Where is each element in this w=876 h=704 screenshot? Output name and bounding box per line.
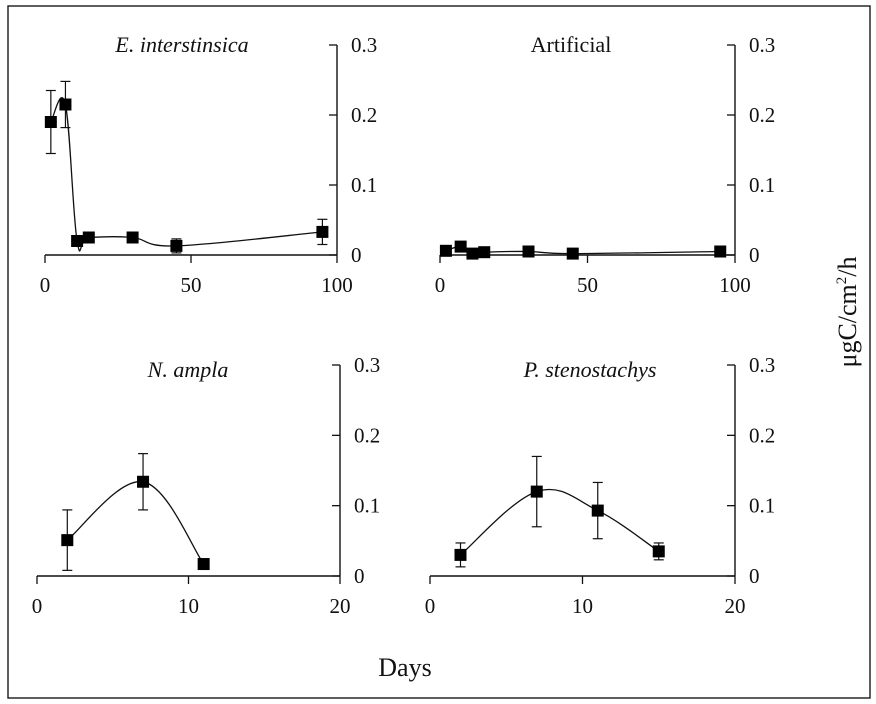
- y-tick-label: 0.3: [749, 353, 775, 377]
- y-axis-label-tail: /h: [833, 256, 862, 276]
- data-point: [478, 246, 491, 259]
- y-tick-label: 0.3: [351, 33, 377, 57]
- data-point: [591, 504, 604, 517]
- data-point: [59, 98, 72, 111]
- y-tick-label: 0.3: [749, 33, 775, 57]
- y-tick-label: 0.2: [749, 103, 775, 127]
- panel-title: P. stenostachys: [523, 357, 657, 382]
- series-line: [66, 481, 205, 565]
- x-tick-label: 0: [435, 273, 446, 297]
- y-axis-label-main: μgC/cm: [833, 284, 862, 367]
- x-tick-label: 100: [321, 273, 353, 297]
- y-tick-label: 0.3: [354, 353, 380, 377]
- x-tick-label: 10: [178, 594, 199, 618]
- panel-title: E. interstinsica: [114, 32, 248, 57]
- x-tick-label: 20: [725, 594, 746, 618]
- series-line: [460, 488, 660, 556]
- y-tick-label: 0.2: [354, 423, 380, 447]
- series-line: [50, 97, 323, 252]
- y-tick-label: 0.2: [351, 103, 377, 127]
- data-point: [197, 558, 210, 571]
- x-tick-label: 100: [719, 273, 751, 297]
- y-axis-label-superscript: 2: [834, 277, 850, 285]
- y-tick-label: 0: [351, 243, 362, 267]
- x-tick-label: 20: [330, 594, 351, 618]
- data-point: [170, 239, 183, 252]
- x-tick-label: 50: [577, 273, 598, 297]
- data-point: [454, 240, 467, 253]
- y-tick-label: 0: [749, 564, 760, 588]
- data-point: [439, 244, 452, 257]
- x-tick-label: 0: [40, 273, 51, 297]
- data-point: [566, 247, 579, 260]
- panel-title: N. ampla: [147, 357, 229, 382]
- data-point: [316, 225, 329, 238]
- data-point: [137, 475, 150, 488]
- y-tick-label: 0.1: [354, 494, 380, 518]
- y-tick-label: 0: [354, 564, 365, 588]
- data-point: [126, 231, 139, 244]
- data-point: [652, 545, 665, 558]
- x-tick-label: 10: [572, 594, 593, 618]
- panel-title: Artificial: [531, 32, 612, 57]
- y-axis-label: μgC/cm2/h: [833, 256, 862, 367]
- data-point: [714, 245, 727, 258]
- data-point: [44, 116, 57, 128]
- x-tick-label: 0: [32, 594, 43, 618]
- data-point: [530, 485, 543, 498]
- y-tick-label: 0: [749, 243, 760, 267]
- y-tick-label: 0.1: [351, 173, 377, 197]
- panel-e-interstinsica: E. interstinsica 0 50 100 0 0.1 0.2 0.3: [40, 32, 378, 297]
- data-point: [82, 231, 95, 244]
- data-point: [466, 247, 479, 260]
- data-point: [71, 235, 84, 247]
- y-tick-label: 0.1: [749, 494, 775, 518]
- data-point: [454, 548, 467, 561]
- x-tick-label: 0: [425, 594, 436, 618]
- y-tick-label: 0.1: [749, 173, 775, 197]
- panel-artificial: Artificial 0 50 100 0 0.1 0.2 0.3: [435, 32, 776, 297]
- y-tick-label: 0.2: [749, 423, 775, 447]
- data-point: [522, 245, 535, 258]
- x-axis-label: Days: [378, 653, 431, 682]
- figure-frame: [7, 5, 871, 699]
- x-tick-label: 50: [181, 273, 202, 297]
- data-point: [61, 534, 74, 547]
